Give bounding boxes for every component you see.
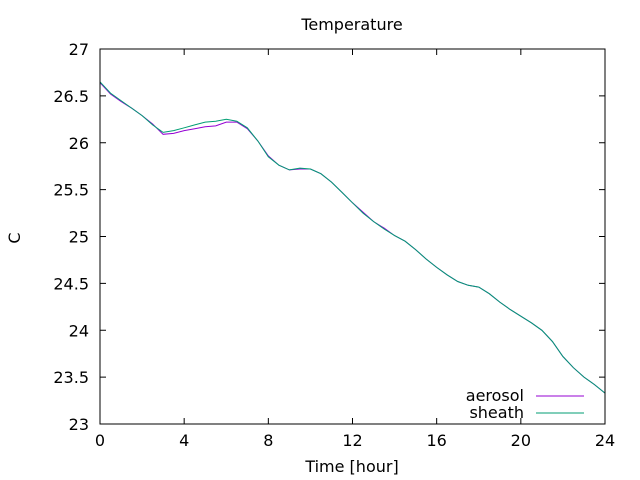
series-line-aerosol (99, 82, 606, 394)
y-tick-label: 23 (69, 415, 89, 434)
legend-label-aerosol: aerosol (466, 386, 524, 405)
x-tick-label: 16 (426, 431, 446, 450)
series-layer (99, 81, 606, 394)
series-line-sheath (99, 81, 606, 394)
x-tick-label: 0 (95, 431, 105, 450)
y-axis-label: C (5, 232, 24, 243)
x-tick-label: 20 (511, 431, 531, 450)
y-tick-label: 25.5 (53, 181, 89, 200)
y-tick-label: 26.5 (53, 87, 89, 106)
legend-label-sheath: sheath (469, 403, 524, 422)
x-tick-label: 4 (179, 431, 189, 450)
x-axis-label: Time [hour] (304, 457, 398, 476)
y-tick-label: 25 (69, 228, 89, 247)
x-tick-label: 12 (342, 431, 362, 450)
x-tick-label: 24 (595, 431, 615, 450)
legend: aerosol sheath (466, 386, 584, 422)
y-tick-label: 24 (69, 321, 89, 340)
y-tick-label: 26 (69, 134, 89, 153)
plot-frame (99, 48, 606, 425)
y-tick-label: 23.5 (53, 368, 89, 387)
x-tick-label: 8 (263, 431, 273, 450)
y-tick-label: 27 (69, 40, 89, 59)
tick-layer: 0 4 8 12 16 20 24 23 23.5 24 24.5 25 25.5 26 26.5 27 (53, 40, 615, 450)
chart-title: Temperature (300, 15, 402, 34)
y-tick-label: 24.5 (53, 274, 89, 293)
